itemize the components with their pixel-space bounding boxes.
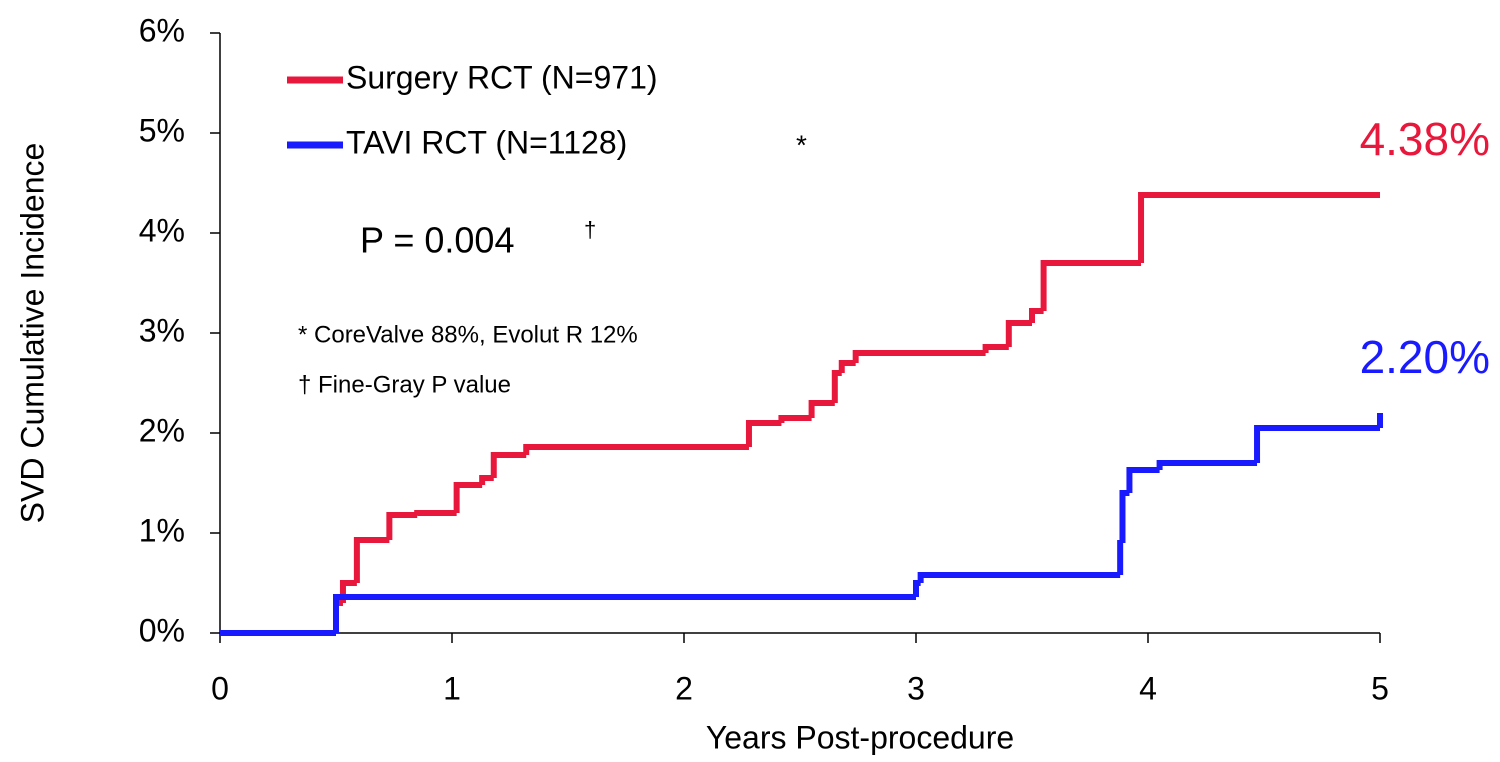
- step-segment: [490, 452, 527, 478]
- step-segment: [333, 594, 916, 633]
- step-segment: [523, 444, 749, 455]
- x-tick-label: 0: [211, 670, 229, 706]
- step-segment: [453, 482, 483, 513]
- legend-mark: *: [796, 129, 807, 160]
- y-tick-label: 3%: [139, 312, 185, 348]
- step-segment: [414, 510, 457, 516]
- step-segment: [1005, 320, 1032, 347]
- step-segment: [1117, 540, 1124, 575]
- y-tick-label: 0%: [139, 612, 185, 648]
- legend-label: TAVI RCT (N=1128): [346, 124, 627, 160]
- p-value-mark: †: [584, 217, 596, 242]
- x-tick-label: 3: [907, 670, 925, 706]
- end-label: 4.38%: [1360, 113, 1490, 165]
- step-segment: [386, 512, 418, 540]
- step-segment: [745, 420, 782, 447]
- x-axis-label: Years Post-procedure: [706, 719, 1014, 755]
- y-tick-label: 4%: [139, 212, 185, 248]
- step-segment: [353, 537, 390, 583]
- y-tick-label: 2%: [139, 412, 185, 448]
- x-tick-label: 5: [1371, 670, 1389, 706]
- step-segment: [831, 370, 842, 403]
- step-segment: [1156, 460, 1258, 470]
- x-tick-label: 2: [675, 670, 693, 706]
- step-segment: [1126, 467, 1160, 493]
- step-segment: [838, 360, 856, 373]
- step-segment: [1040, 260, 1142, 311]
- step-segment: [1029, 308, 1044, 323]
- p-value: P = 0.004: [360, 220, 514, 261]
- x-tick-label: 4: [1139, 670, 1157, 706]
- step-segment: [913, 580, 921, 597]
- step-segment: [982, 344, 1009, 353]
- step-segment: [778, 415, 812, 423]
- y-tick-label: 1%: [139, 512, 185, 548]
- x-tick-label: 1: [443, 670, 461, 706]
- y-axis-label: SVD Cumulative Incidence: [14, 143, 50, 524]
- footnote: † Fine-Gray P value: [298, 371, 511, 398]
- step-segment: [479, 475, 494, 485]
- step-segment: [852, 350, 986, 363]
- step-segment: [917, 572, 1121, 583]
- y-tick-label: 5%: [139, 112, 185, 148]
- legend-label: Surgery RCT (N=971): [346, 59, 658, 95]
- step-segment: [1138, 192, 1380, 263]
- step-segment: [1254, 425, 1380, 463]
- end-label: 2.20%: [1360, 331, 1490, 383]
- y-tick-label: 6%: [139, 12, 185, 48]
- step-segment: [1119, 490, 1130, 543]
- step-segment: [808, 400, 835, 418]
- footnote: * CoreValve 88%, Evolut R 12%: [298, 321, 638, 348]
